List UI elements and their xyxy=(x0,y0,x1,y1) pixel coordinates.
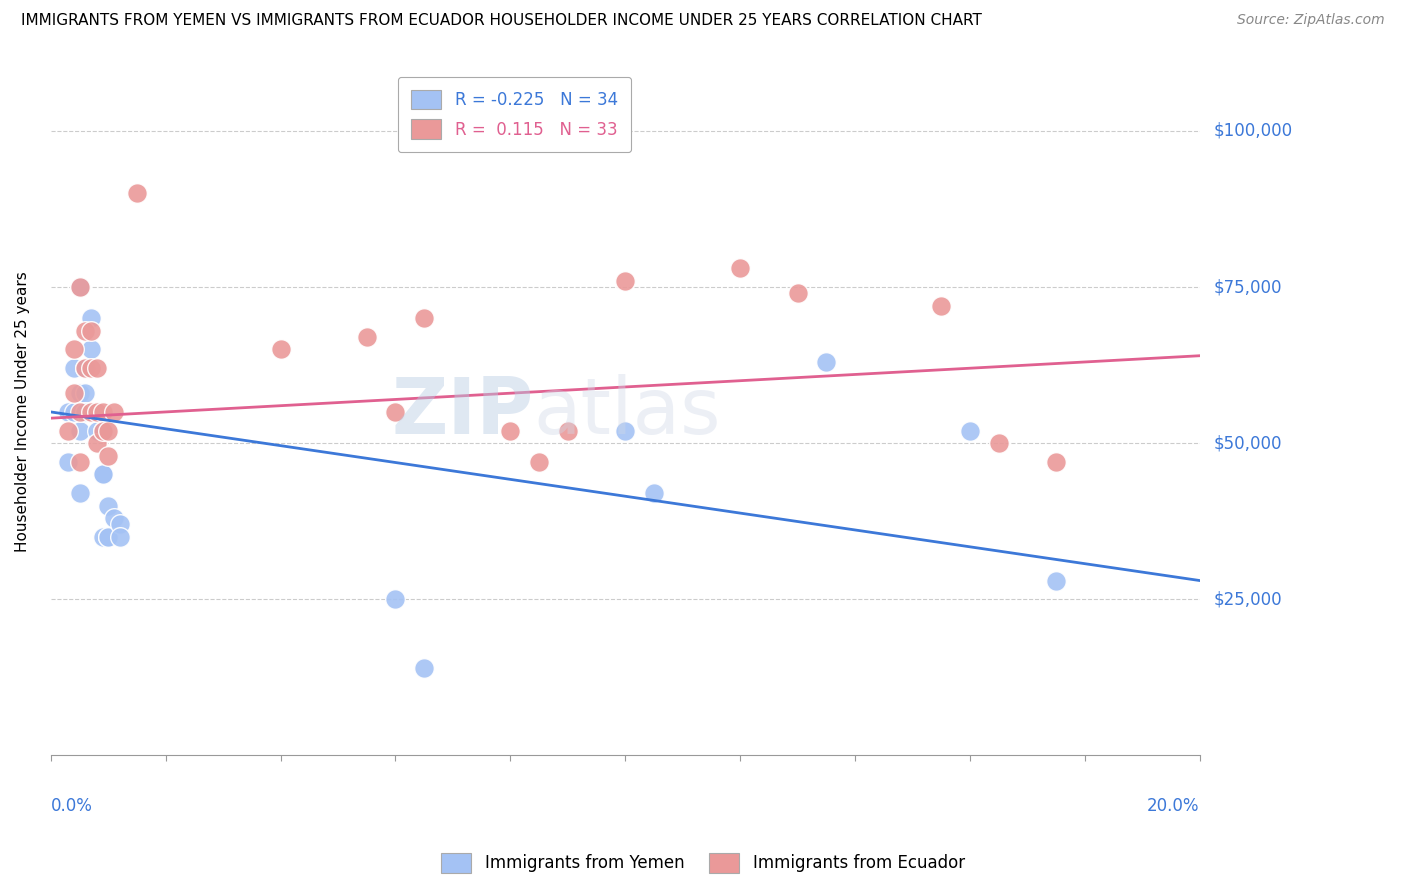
Point xyxy=(80,405,103,419)
Text: $75,000: $75,000 xyxy=(1213,278,1282,296)
Point xyxy=(557,424,579,438)
Point xyxy=(91,405,114,419)
Text: Source: ZipAtlas.com: Source: ZipAtlas.com xyxy=(1237,13,1385,28)
Point xyxy=(97,449,120,463)
Text: $25,000: $25,000 xyxy=(1213,591,1282,608)
Point xyxy=(97,530,120,544)
Point xyxy=(91,530,114,544)
Point xyxy=(75,386,97,401)
Point xyxy=(987,436,1010,450)
Point xyxy=(97,530,120,544)
Point xyxy=(80,361,103,376)
Point xyxy=(356,330,378,344)
Point xyxy=(80,324,103,338)
Point xyxy=(125,186,148,201)
Point xyxy=(728,261,751,276)
Point xyxy=(1045,574,1067,588)
Point xyxy=(56,405,79,419)
Text: 20.0%: 20.0% xyxy=(1147,797,1199,814)
Point xyxy=(80,311,103,326)
Point xyxy=(91,467,114,482)
Point xyxy=(384,405,406,419)
Point xyxy=(56,424,79,438)
Point xyxy=(62,361,84,376)
Text: ZIP: ZIP xyxy=(391,374,533,450)
Point xyxy=(86,361,108,376)
Text: $50,000: $50,000 xyxy=(1213,434,1282,452)
Point xyxy=(75,405,97,419)
Point xyxy=(614,424,637,438)
Point xyxy=(527,455,550,469)
Point xyxy=(91,424,114,438)
Point xyxy=(103,405,125,419)
Text: $100,000: $100,000 xyxy=(1213,122,1292,140)
Point xyxy=(69,486,91,500)
Point xyxy=(75,361,97,376)
Point xyxy=(91,467,114,482)
Point xyxy=(499,424,522,438)
Point xyxy=(62,405,84,419)
Point xyxy=(643,486,665,500)
Y-axis label: Householder Income Under 25 years: Householder Income Under 25 years xyxy=(15,271,30,552)
Point xyxy=(75,361,97,376)
Point xyxy=(56,455,79,469)
Legend: R = -0.225   N = 34, R =  0.115   N = 33: R = -0.225 N = 34, R = 0.115 N = 33 xyxy=(398,77,631,152)
Point xyxy=(815,355,838,369)
Point xyxy=(69,280,91,294)
Point xyxy=(86,405,108,419)
Point xyxy=(103,511,125,525)
Point xyxy=(959,424,981,438)
Point xyxy=(1045,455,1067,469)
Point xyxy=(270,343,292,357)
Point xyxy=(75,324,97,338)
Point xyxy=(86,424,108,438)
Point xyxy=(86,405,108,419)
Point xyxy=(786,286,808,301)
Point xyxy=(97,424,120,438)
Point xyxy=(80,405,103,419)
Point xyxy=(97,499,120,513)
Point xyxy=(384,592,406,607)
Point xyxy=(62,343,84,357)
Point xyxy=(86,405,108,419)
Point xyxy=(108,517,131,532)
Text: 0.0%: 0.0% xyxy=(51,797,93,814)
Point xyxy=(413,661,436,675)
Point xyxy=(69,280,91,294)
Legend: Immigrants from Yemen, Immigrants from Ecuador: Immigrants from Yemen, Immigrants from E… xyxy=(434,847,972,880)
Point xyxy=(86,436,108,450)
Point xyxy=(614,274,637,288)
Text: IMMIGRANTS FROM YEMEN VS IMMIGRANTS FROM ECUADOR HOUSEHOLDER INCOME UNDER 25 YEA: IMMIGRANTS FROM YEMEN VS IMMIGRANTS FROM… xyxy=(21,13,981,29)
Point xyxy=(108,530,131,544)
Point xyxy=(69,455,91,469)
Point xyxy=(69,405,91,419)
Point xyxy=(69,424,91,438)
Text: atlas: atlas xyxy=(533,374,721,450)
Point xyxy=(62,386,84,401)
Point xyxy=(929,299,952,313)
Point xyxy=(80,343,103,357)
Point xyxy=(69,386,91,401)
Point xyxy=(91,424,114,438)
Point xyxy=(413,311,436,326)
